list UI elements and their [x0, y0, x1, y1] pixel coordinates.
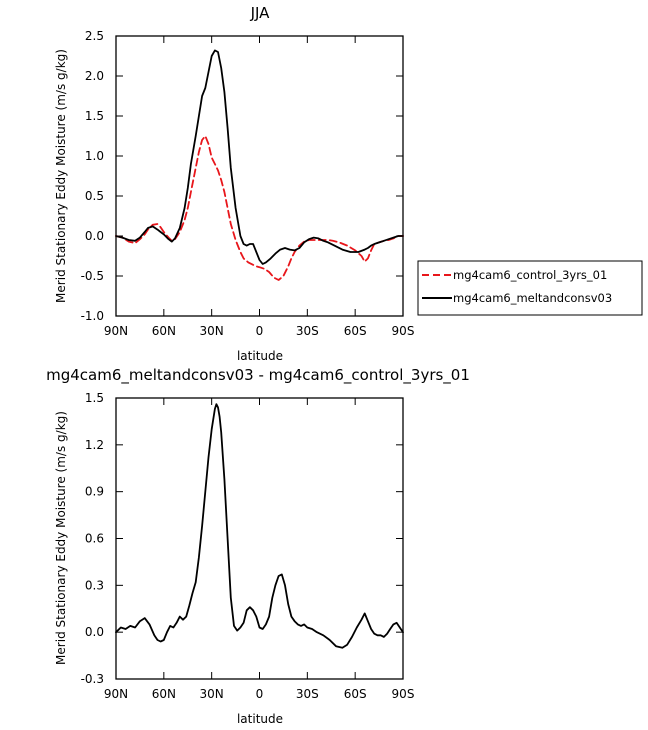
- top-y-axis-label: Merid Stationary Eddy Moisture (m/s g/kg…: [54, 49, 68, 303]
- top-y-tick-label: 0.0: [85, 229, 104, 243]
- bottom-chart-title: mg4cam6_meltandconsv03 - mg4cam6_control…: [46, 366, 470, 385]
- top-x-tick-label: 60S: [344, 324, 367, 338]
- bottom-x-axis: 90N 60N 30N 0 30S 60S 90S: [104, 398, 415, 701]
- bottom-x-tick-label: 30N: [200, 687, 224, 701]
- top-series-line-1: [115, 49, 404, 265]
- top-y-tick-label: -1.0: [81, 309, 104, 323]
- legend-label-meltandconsv: mg4cam6_meltandconsv03: [453, 291, 612, 305]
- top-x-tick-label: 60N: [152, 324, 176, 338]
- top-x-tick-label: 30S: [296, 324, 319, 338]
- bottom-x-tick-label: 30S: [296, 687, 319, 701]
- bottom-x-tick-label: 60S: [344, 687, 367, 701]
- top-y-axis: -1.0 -0.5 0.0 0.5 1.0 1.5 2.0 2.5: [81, 29, 403, 323]
- top-x-tick-label: 30N: [200, 324, 224, 338]
- top-y-tick-label: 0.5: [85, 189, 104, 203]
- bottom-y-tick-label: 0.0: [85, 625, 104, 639]
- bottom-x-tick-label: 90S: [392, 687, 415, 701]
- bottom-chart: mg4cam6_meltandconsv03 - mg4cam6_control…: [46, 366, 470, 726]
- bottom-x-tick-label: 90N: [104, 687, 128, 701]
- legend-label-control: mg4cam6_control_3yrs_01: [453, 268, 607, 282]
- bottom-x-tick-label: 0: [256, 687, 264, 701]
- legend-box: [417, 260, 643, 316]
- top-plot-frame: [115, 35, 404, 317]
- top-x-tick-label: 90S: [392, 324, 415, 338]
- top-x-axis: 90N 60N 30N 0 30S 60S 90S: [104, 36, 415, 338]
- bottom-y-tick-label: 1.5: [85, 391, 104, 405]
- bottom-series-group: [115, 403, 404, 649]
- top-y-tick-label: -0.5: [81, 269, 104, 283]
- top-chart-legend: mg4cam6_control_3yrs_01 mg4cam6_meltandc…: [417, 260, 643, 316]
- top-y-tick-label: 1.5: [85, 109, 104, 123]
- bottom-y-tick-label: -0.3: [81, 672, 104, 686]
- bottom-y-tick-label: 1.2: [85, 438, 104, 452]
- top-chart: JJA 90N 60N 30N 0 30S 60S 90S -1.0 -0.5 0.0 0.5 1.…: [54, 4, 414, 363]
- top-series-line-0: [115, 135, 404, 281]
- bottom-y-tick-label: 0.6: [85, 532, 104, 546]
- top-x-tick-label: 90N: [104, 324, 128, 338]
- bottom-series-line-0: [115, 403, 404, 649]
- top-series-group: [115, 49, 404, 281]
- top-x-axis-label: latitude: [237, 349, 283, 363]
- top-y-tick-label: 1.0: [85, 149, 104, 163]
- top-y-tick-label: 2.0: [85, 69, 104, 83]
- bottom-y-axis-label: Merid Stationary Eddy Moisture (m/s g/kg…: [54, 411, 68, 665]
- top-x-tick-label: 0: [256, 324, 264, 338]
- top-y-tick-label: 2.5: [85, 29, 104, 43]
- top-chart-title: JJA: [250, 4, 271, 22]
- bottom-x-tick-label: 60N: [152, 687, 176, 701]
- bottom-x-axis-label: latitude: [237, 712, 283, 726]
- bottom-y-tick-label: 0.3: [85, 578, 104, 592]
- bottom-plot-frame: [115, 397, 404, 680]
- bottom-y-tick-label: 0.9: [85, 485, 104, 499]
- bottom-y-axis: -0.3 0.0 0.3 0.6 0.9 1.2 1.5: [81, 391, 403, 686]
